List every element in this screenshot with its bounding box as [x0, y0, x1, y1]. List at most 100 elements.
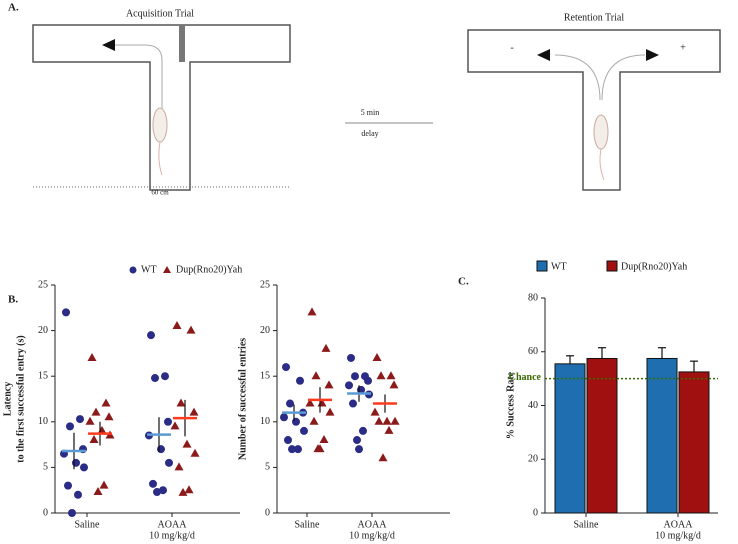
y-tick-label: 0 [265, 507, 270, 518]
y-tick-label: 20 [38, 325, 48, 336]
data-point [165, 458, 173, 467]
data-point [372, 352, 382, 361]
data-point [300, 426, 308, 435]
scale-label: 60 cm [151, 189, 169, 197]
data-point [307, 307, 317, 316]
data-point [378, 453, 388, 462]
data-point [161, 372, 169, 381]
data-point [74, 490, 82, 499]
y-axis-label: to the first successful entry (s) [15, 335, 26, 462]
data-point [170, 421, 180, 430]
bar [646, 357, 678, 514]
data-point [370, 407, 380, 416]
data-point [359, 426, 367, 435]
bar [554, 363, 586, 514]
delay-label: 5 min [361, 108, 379, 117]
x-tick-label: Saline [75, 519, 101, 530]
data-point [72, 458, 80, 467]
t-maze [32, 24, 291, 191]
data-point [147, 331, 155, 340]
y-tick-label: 5 [43, 462, 48, 473]
y-tick-label: 20 [260, 325, 270, 336]
data-point [311, 371, 321, 380]
data-point [178, 487, 188, 496]
path [115, 44, 163, 120]
data-point [182, 439, 192, 448]
y-tick-label: 40 [528, 400, 538, 411]
data-point [280, 413, 288, 422]
minus-label: - [510, 42, 513, 53]
y-tick-label: 25 [260, 279, 270, 290]
data-point [68, 509, 76, 517]
data-point [104, 412, 114, 421]
data-point [186, 325, 196, 334]
data-point [190, 448, 200, 457]
data-point [309, 416, 319, 425]
data-point [80, 463, 88, 472]
y-axis-label: Latency [2, 382, 13, 416]
data-point [390, 416, 400, 425]
data-point [288, 445, 296, 454]
legend-swatch [536, 260, 548, 272]
reference-label: Chance [509, 372, 542, 383]
data-point [89, 435, 99, 444]
data-point [349, 399, 357, 408]
data-point [184, 485, 194, 494]
plus-label: + [680, 42, 686, 53]
data-point [157, 445, 165, 454]
data-point [189, 407, 199, 416]
acquisition-title: Acquisition Trial [126, 8, 194, 19]
data-point [292, 417, 300, 426]
legend-label: WT [551, 261, 567, 272]
data-point [296, 376, 304, 385]
data-point [64, 481, 72, 490]
y-tick-label: 15 [38, 370, 48, 381]
panel-label: C. [458, 276, 469, 288]
data-point [149, 479, 157, 488]
data-point [176, 398, 186, 407]
rat-tail [599, 148, 605, 181]
data-point [324, 380, 334, 389]
x-tick-label: AOAA [664, 519, 694, 530]
legend-marker [129, 266, 137, 274]
legend-label: WT [141, 264, 157, 275]
data-point [364, 376, 372, 385]
arrow [102, 39, 115, 51]
arrow [537, 49, 659, 61]
legend-label: Dup(Rno20)Yah [621, 261, 687, 272]
y-tick-label: 60 [528, 346, 538, 357]
data-point [386, 371, 396, 380]
data-point [87, 352, 97, 361]
y-tick-label: 0 [533, 507, 538, 518]
panel-label: B. [8, 294, 18, 306]
data-point [355, 445, 363, 454]
data-point [93, 487, 103, 496]
panel-label: A. [8, 2, 19, 14]
retention-title: Retention Trial [564, 12, 625, 23]
y-tick-label: 0 [43, 507, 48, 518]
data-point [164, 417, 172, 426]
data-point [325, 407, 335, 416]
y-tick-label: 10 [38, 416, 48, 427]
data-point [66, 422, 74, 431]
y-axis-label: % Success Rate [505, 371, 516, 439]
data-point [76, 415, 84, 424]
legend-swatch [606, 260, 618, 272]
y-tick-label: 5 [265, 462, 270, 473]
y-tick-label: 20 [528, 454, 538, 465]
data-point [282, 363, 290, 372]
y-tick-label: 80 [528, 292, 538, 303]
x-tick-label: 10 mg/kg/d [655, 530, 701, 541]
data-point [153, 488, 161, 497]
bar [678, 371, 710, 514]
data-point [159, 486, 167, 495]
x-tick-label: 10 mg/kg/d [349, 530, 395, 541]
data-point [174, 462, 184, 471]
rat [593, 114, 609, 150]
door [179, 25, 185, 62]
data-point [353, 436, 361, 445]
data-point [315, 444, 325, 453]
y-tick-label: 15 [260, 370, 270, 381]
data-point [284, 436, 292, 445]
